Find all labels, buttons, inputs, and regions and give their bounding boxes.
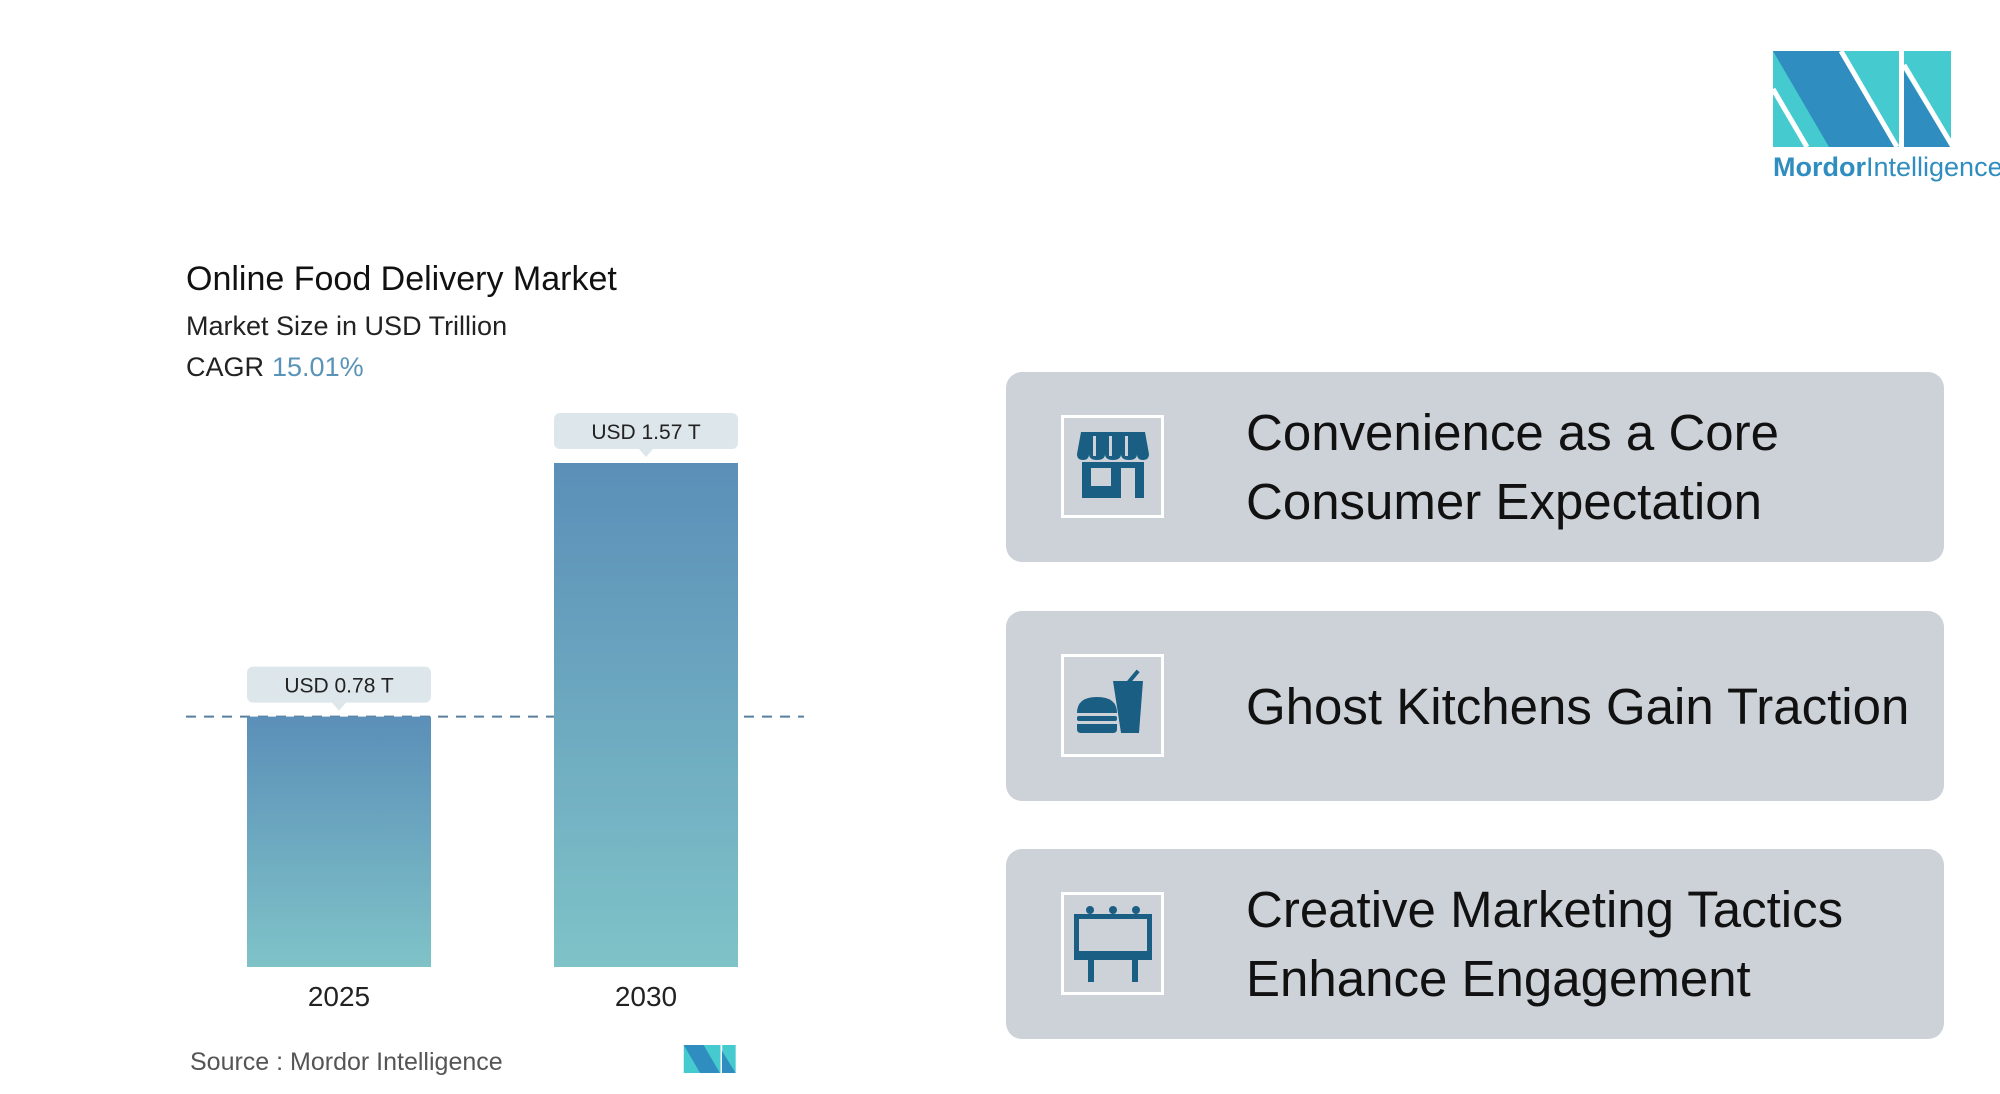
data-label: USD 1.57 T [591, 421, 700, 444]
source-logo [683, 1045, 736, 1073]
x-tick-label: 2025 [308, 981, 370, 1012]
card-convenience: Convenience as a Core Consumer Expectati… [1006, 372, 1944, 562]
storefront-icon [1061, 415, 1164, 518]
source-note: Source : Mordor Intelligence [190, 1048, 503, 1076]
mordor-logo [1773, 51, 1953, 147]
billboard-icon [1061, 892, 1164, 995]
logo-brand-bold: Mordor [1773, 152, 1866, 182]
x-tick-label: 2030 [615, 981, 677, 1012]
card-text: Ghost Kitchens Gain Traction [1246, 677, 1910, 735]
data-label-bg [247, 666, 431, 703]
cagr: CAGR 15.01% [186, 352, 364, 383]
bar-2025 [247, 716, 431, 967]
data-label: USD 0.78 T [284, 675, 393, 698]
card-creative-marketing: Creative Marketing Tactics Enhance Engag… [1006, 849, 1944, 1039]
chart-subtitle: Market Size in USD Trillion [186, 311, 508, 341]
data-label-pointer [639, 449, 653, 457]
burger-drink-icon [1061, 654, 1164, 757]
logo-brand-light: Intelligence [1865, 152, 2000, 182]
cagr-label: CAGR [186, 352, 265, 382]
data-label-bg [554, 413, 738, 449]
card-text: Creative Marketing Tactics Enhance Engag… [1246, 881, 1844, 1007]
card-ghost-kitchens: Ghost Kitchens Gain Traction [1006, 611, 1944, 801]
bar-2030 [554, 463, 738, 967]
logo-text: MordorIntelligence [1773, 152, 2000, 183]
card-text: Convenience as a Core Consumer Expectati… [1246, 404, 1779, 530]
chart-title: Online Food Delivery Market [186, 260, 617, 298]
bar-chart: USD 0.78 T 2025 USD 1.57 T 2030 [186, 413, 804, 1012]
data-label-pointer [332, 702, 346, 711]
cagr-value: 15.01% [272, 352, 364, 382]
